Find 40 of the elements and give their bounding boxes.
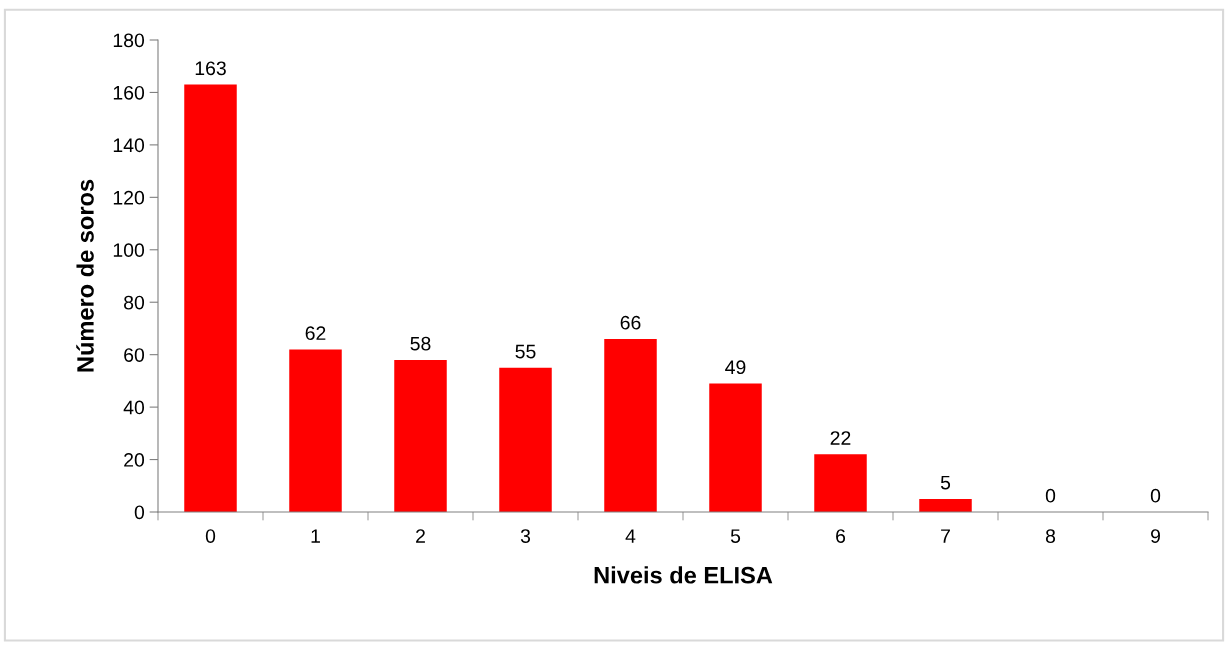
data-label: 49 <box>725 360 746 375</box>
data-label: 0 <box>1150 488 1161 503</box>
x-tick-label: 0 <box>205 529 216 543</box>
data-label: 58 <box>410 336 431 351</box>
bar <box>919 498 972 512</box>
x-tick-label: 5 <box>730 529 741 543</box>
bar <box>394 359 447 512</box>
y-tick-label: 60 <box>124 348 145 362</box>
data-label: 55 <box>515 344 536 359</box>
x-tick-label: 6 <box>836 529 846 543</box>
data-label: 62 <box>305 326 326 341</box>
y-tick-label: 40 <box>123 400 145 415</box>
bar <box>499 367 552 512</box>
y-tick-label: 160 <box>113 85 145 100</box>
y-tick-label: 140 <box>113 138 145 153</box>
y-tick-label: 180 <box>113 33 145 48</box>
bar <box>814 454 867 512</box>
data-label: 66 <box>620 315 641 330</box>
x-tick-label: 8 <box>1045 529 1056 543</box>
bar <box>184 84 237 512</box>
x-tick-label: 3 <box>520 529 531 543</box>
bar <box>289 349 342 512</box>
bar <box>709 383 762 512</box>
data-label: 22 <box>830 431 851 445</box>
x-tick-label: 1 <box>311 529 320 543</box>
bar <box>604 338 657 512</box>
data-label: 5 <box>940 475 951 490</box>
y-tick-label: 0 <box>134 505 145 520</box>
y-tick-label: 20 <box>124 453 145 467</box>
y-tick-label: 80 <box>124 295 145 310</box>
x-tick-label: 9 <box>1151 529 1160 543</box>
data-label: 163 <box>195 61 226 76</box>
x-tick-label: 7 <box>941 529 950 543</box>
x-tick-label: 4 <box>625 529 636 543</box>
y-tick-label: 120 <box>113 190 145 205</box>
data-label: 0 <box>1045 488 1056 503</box>
x-axis-title: Niveis de ELISA <box>594 566 773 584</box>
y-axis-title: Número de soros <box>76 179 94 372</box>
x-tick-label: 2 <box>416 529 425 543</box>
y-tick-label: 100 <box>113 243 145 258</box>
